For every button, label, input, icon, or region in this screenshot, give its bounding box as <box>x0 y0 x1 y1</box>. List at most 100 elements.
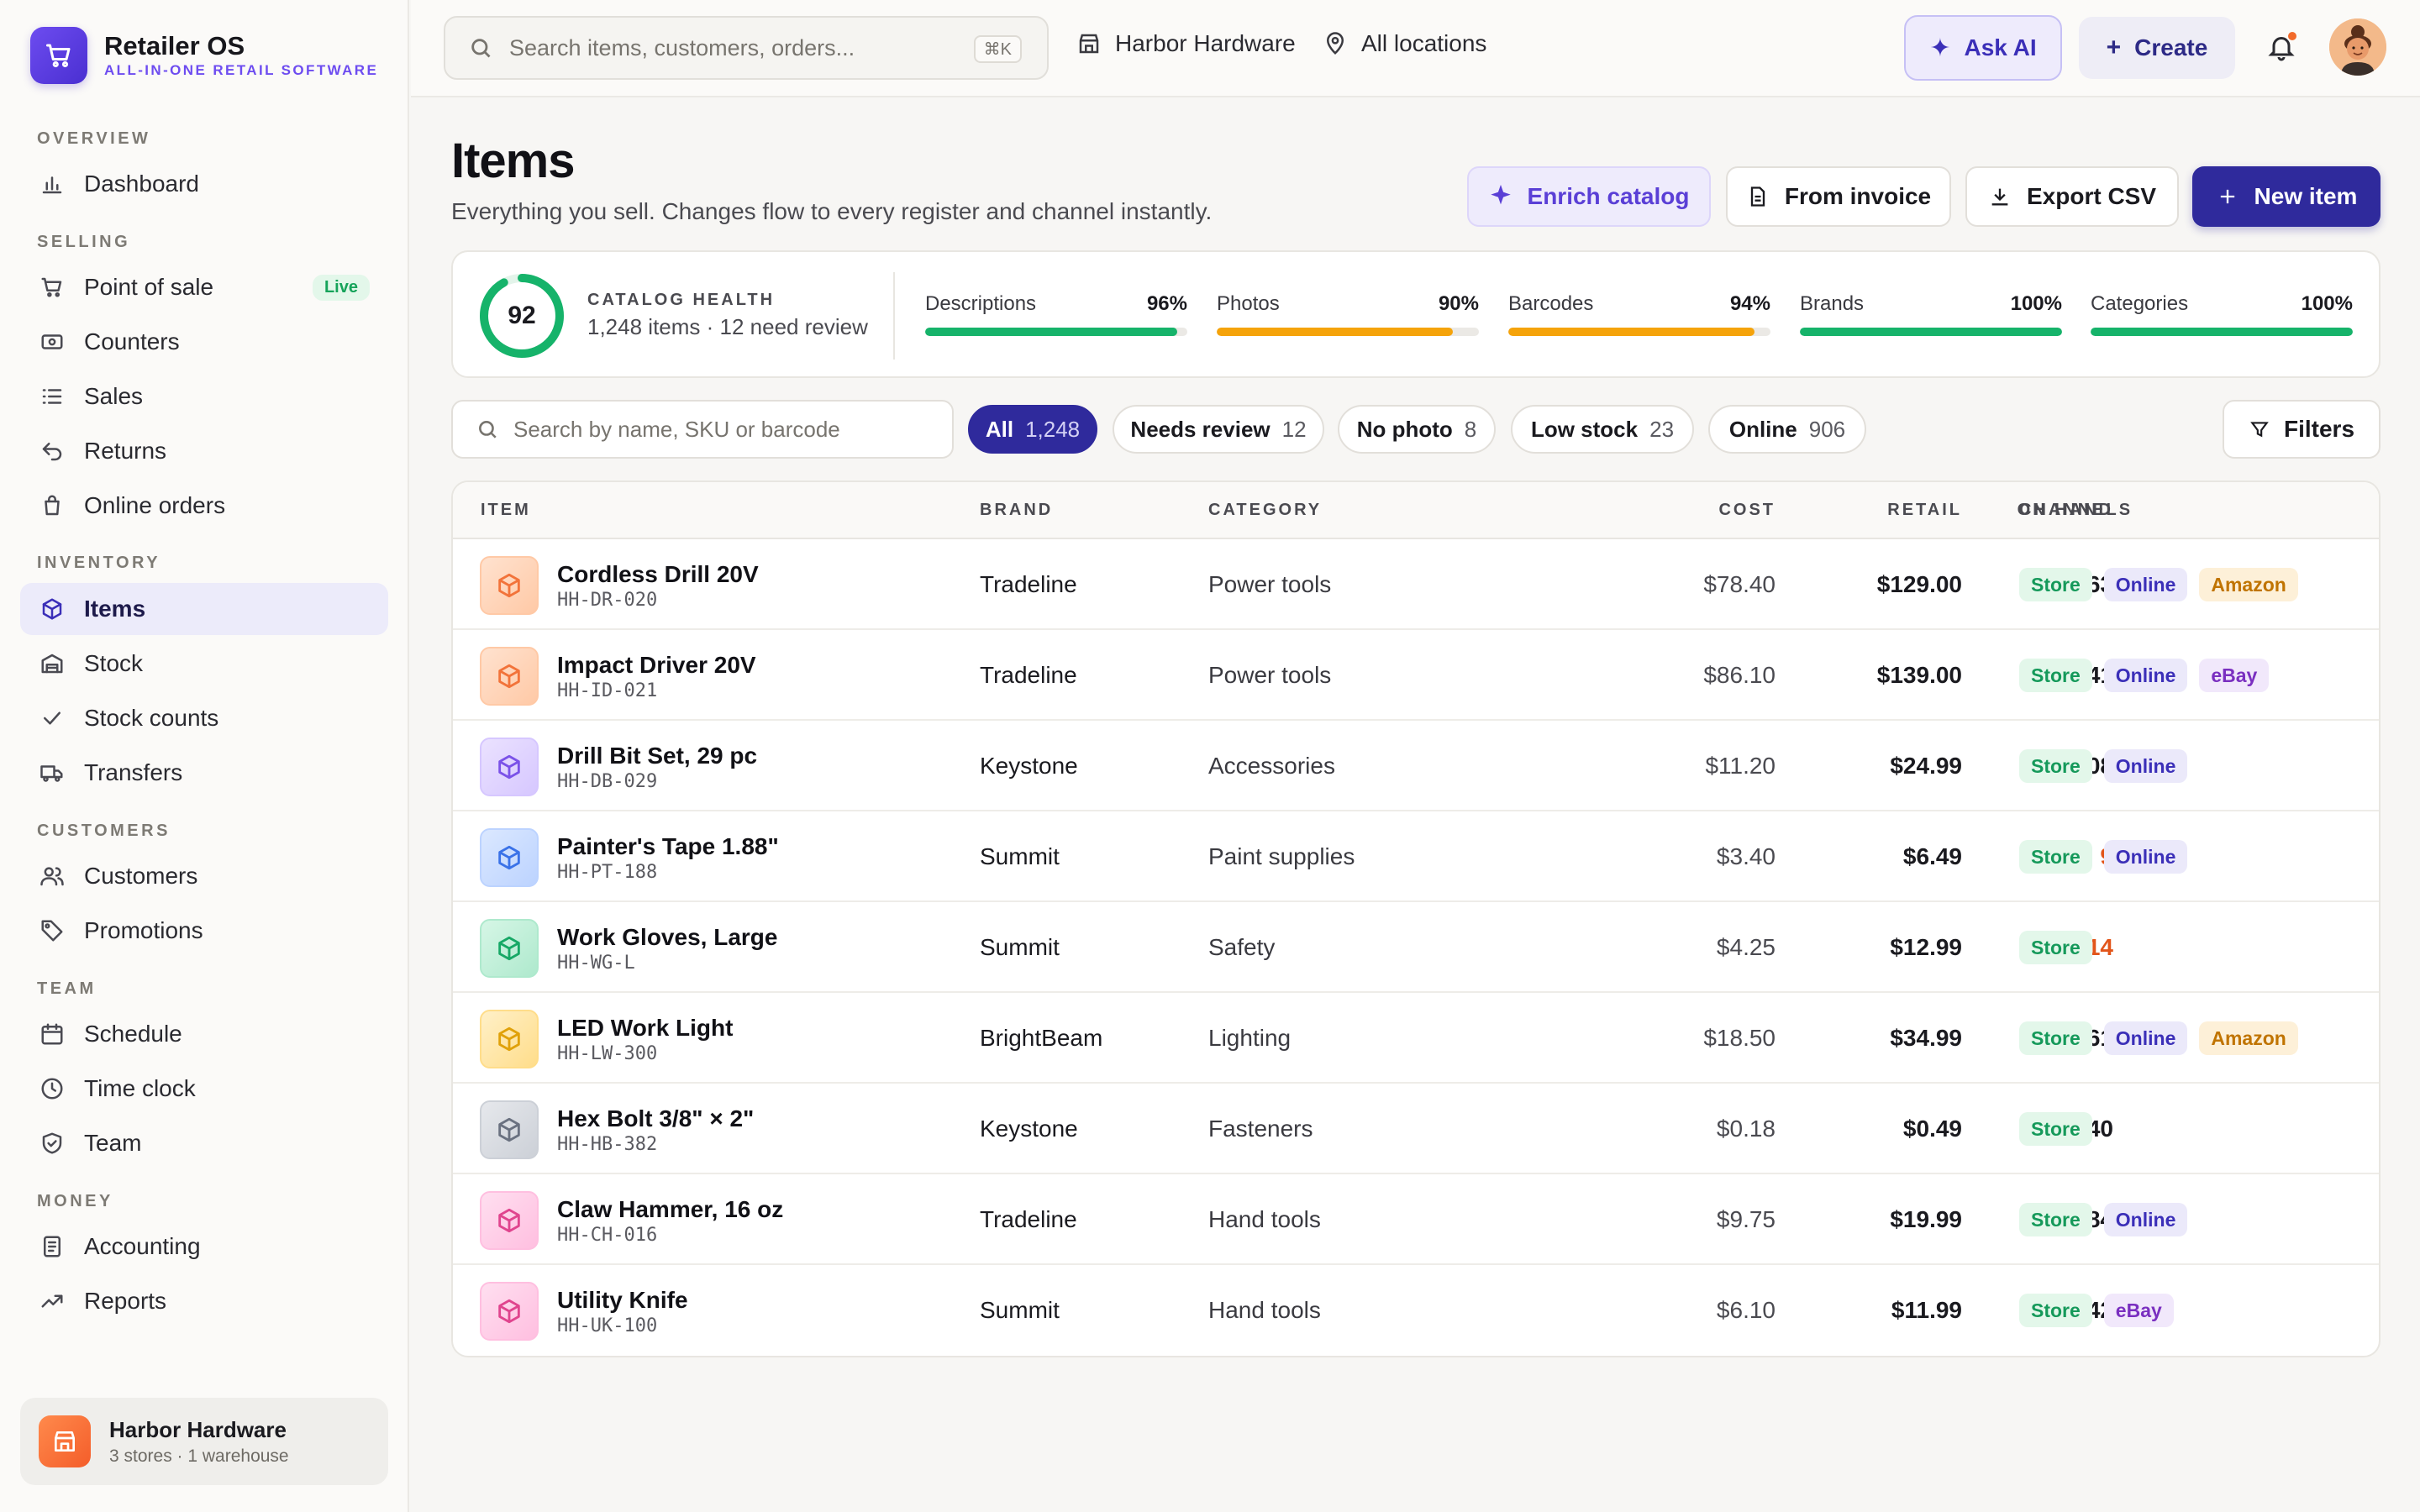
column-brand[interactable]: BRAND <box>980 501 1054 519</box>
enrich-catalog-button[interactable]: Enrich catalog <box>1467 166 1711 227</box>
item-thumbnail <box>480 919 539 978</box>
store-switcher[interactable]: Harbor Hardware 3 stores · 1 warehouse <box>20 1398 388 1485</box>
filter-chip-no-photo[interactable]: No photo 8 <box>1338 405 1496 454</box>
app-name: Retailer OS <box>104 31 245 60</box>
location-selector[interactable]: All locations <box>1323 30 1486 57</box>
sidebar-item-promotions[interactable]: Promotions <box>20 905 388 957</box>
avatar[interactable] <box>2329 18 2386 76</box>
filter-chip-all[interactable]: All 1,248 <box>968 405 1097 454</box>
cart-logo-icon <box>30 27 87 84</box>
column-retail[interactable]: RETAIL <box>1887 501 1962 519</box>
sidebar-item-items[interactable]: Items <box>20 583 388 635</box>
item-name[interactable]: Impact Driver 20V <box>557 652 756 678</box>
global-search[interactable]: ⌘K <box>444 16 1049 80</box>
new-item-button[interactable]: New item <box>2192 166 2381 227</box>
box-icon <box>498 1026 520 1052</box>
sidebar-item-customers[interactable]: Customers <box>20 850 388 902</box>
metric-percent: 100% <box>2301 292 2353 315</box>
global-search-input[interactable] <box>509 34 980 61</box>
sidebar-item-online-orders[interactable]: Online orders <box>20 480 388 532</box>
sparkle-icon: ✦ <box>1929 34 1951 62</box>
column-cost[interactable]: COST <box>1718 501 1776 519</box>
sidebar-item-time-clock[interactable]: Time clock <box>20 1063 388 1115</box>
sidebar-item-returns[interactable]: Returns <box>20 425 388 477</box>
sidebar-item-stock[interactable]: Stock <box>20 638 388 690</box>
sidebar-item-sales[interactable]: Sales <box>20 370 388 423</box>
item-name[interactable]: Hex Bolt 3/8" × 2" <box>557 1105 755 1131</box>
create-button[interactable]: + Create <box>2079 17 2235 79</box>
item-name[interactable]: Painter's Tape 1.88" <box>557 833 779 859</box>
sidebar-item-dashboard[interactable]: Dashboard <box>20 158 388 210</box>
health-score: 92 <box>508 302 536 329</box>
sidebar-item-accounting[interactable]: Accounting <box>20 1221 388 1273</box>
sidebar-item-label: Promotions <box>84 917 203 943</box>
metric-progress-bar <box>2091 328 2353 336</box>
item-channels: Store <box>2019 931 2092 964</box>
sidebar-item-label: Dashboard <box>84 171 199 197</box>
sidebar-item-point-of-sale[interactable]: Point of sale Live <box>20 261 388 313</box>
item-name[interactable]: Utility Knife <box>557 1287 688 1313</box>
table-row[interactable]: Impact Driver 20V HH-ID-021 Tradeline Power… <box>453 630 2379 721</box>
sidebar-item-stock-counts[interactable]: Stock counts <box>20 692 388 744</box>
ask-ai-button[interactable]: ✦ Ask AI <box>1904 15 2062 81</box>
brand[interactable]: Retailer OS ALL-IN-ONE RETAIL SOFTWARE <box>30 27 378 84</box>
column-on-hand[interactable]: ON HAND <box>2017 501 2113 519</box>
channel-tag-store: Store <box>2019 1294 2092 1327</box>
section-label-customers: CUSTOMERS <box>37 822 171 840</box>
item-thumbnail <box>480 1010 539 1068</box>
filter-chip-online[interactable]: Online 906 <box>1708 405 1866 454</box>
search-icon <box>479 421 497 438</box>
filter-chip-needs-review[interactable]: Needs review 12 <box>1113 405 1324 454</box>
channel-tag-online: Online <box>2103 1203 2188 1236</box>
box-icon <box>498 754 520 780</box>
table-row[interactable]: Claw Hammer, 16 oz HH-CH-016 Tradeline Hand… <box>453 1174 2379 1265</box>
channel-tag-online: Online <box>2103 568 2188 601</box>
table-row[interactable]: Utility Knife HH-UK-100 Summit Hand tools $6… <box>453 1265 2379 1356</box>
table-row[interactable]: Painter's Tape 1.88" HH-PT-188 Summit Paint… <box>453 811 2379 902</box>
column-category[interactable]: CATEGORY <box>1208 501 1323 519</box>
column-item[interactable]: ITEM <box>481 501 531 519</box>
from-invoice-button[interactable]: From invoice <box>1726 166 1951 227</box>
store-selector[interactable]: Harbor Hardware <box>1076 30 1296 57</box>
table-row[interactable]: LED Work Light HH-LW-300 BrightBeam Lightin… <box>453 993 2379 1084</box>
channel-tag-online: Online <box>2103 659 2188 692</box>
bag-icon <box>39 492 66 519</box>
table-row[interactable]: Cordless Drill 20V HH-DR-020 Tradeline Powe… <box>453 539 2379 630</box>
channel-tag-store: Store <box>2019 931 2092 964</box>
item-name[interactable]: Drill Bit Set, 29 pc <box>557 743 758 769</box>
item-name[interactable]: Claw Hammer, 16 oz <box>557 1196 784 1222</box>
check-icon <box>39 705 66 732</box>
users-icon <box>39 863 66 890</box>
notifications-button[interactable] <box>2266 30 2300 66</box>
item-sku: HH-CH-016 <box>557 1225 658 1246</box>
item-name[interactable]: Work Gloves, Large <box>557 924 778 950</box>
item-name[interactable]: Cordless Drill 20V <box>557 561 759 587</box>
table-row[interactable]: Hex Bolt 3/8" × 2" HH-HB-382 Keystone Faste… <box>453 1084 2379 1174</box>
export-csv-button[interactable]: Export CSV <box>1965 166 2179 227</box>
metric-brands: Brands 100% <box>1800 292 2062 336</box>
sidebar-item-counters[interactable]: Counters <box>20 316 388 368</box>
table-row[interactable]: Drill Bit Set, 29 pc HH-DB-029 Keystone Acc… <box>453 721 2379 811</box>
filter-chip-low-stock[interactable]: Low stock 23 <box>1511 405 1694 454</box>
sidebar-item-reports[interactable]: Reports <box>20 1275 388 1327</box>
item-category: Paint supplies <box>1208 843 1355 869</box>
sidebar-item-schedule[interactable]: Schedule <box>20 1008 388 1060</box>
sidebar-item-transfers[interactable]: Transfers <box>20 747 388 799</box>
item-name[interactable]: LED Work Light <box>557 1015 734 1041</box>
item-search[interactable] <box>451 400 954 459</box>
shield-icon <box>39 1130 66 1157</box>
search-shortcut: ⌘K <box>973 35 1022 63</box>
sidebar-item-team[interactable]: Team <box>20 1117 388 1169</box>
item-search-input[interactable] <box>513 416 934 443</box>
return-arrow-icon <box>39 438 66 465</box>
sidebar-item-label: Stock counts <box>84 705 219 731</box>
chip-count: 1,248 <box>1025 416 1081 442</box>
item-on-hand: 61 <box>2086 1025 2113 1051</box>
item-channels: Store Online <box>2019 840 2188 874</box>
chip-label: Needs review <box>1130 416 1270 442</box>
filters-button[interactable]: Filters <box>2223 400 2381 459</box>
page-title: Items <box>451 134 576 188</box>
table-row[interactable]: Work Gloves, Large HH-WG-L Summit Safety $4.… <box>453 902 2379 993</box>
column-channels[interactable]: CHANNELS <box>2019 501 2133 519</box>
item-cost: $78.40 <box>1703 571 1776 597</box>
